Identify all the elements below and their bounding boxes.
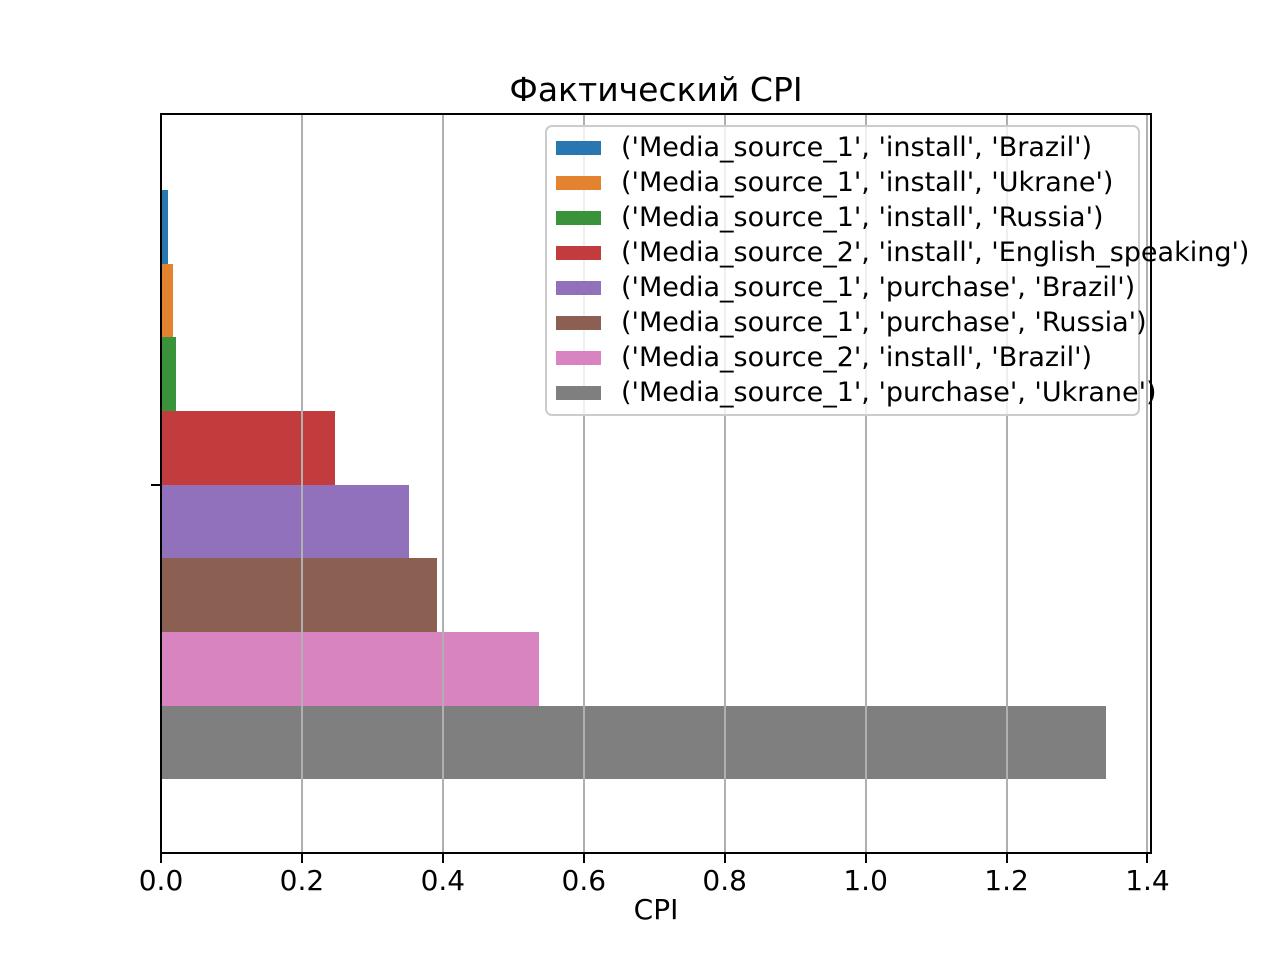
x-tick-mark-1.4 bbox=[1146, 854, 1149, 863]
legend-swatch-icon bbox=[556, 175, 601, 190]
x-tick-mark-0.0 bbox=[160, 854, 162, 863]
legend-item-1: ('Media_source_1', 'install', 'Ukrane') bbox=[547, 166, 1138, 198]
legend-item-7: ('Media_source_1', 'purchase', 'Ukrane') bbox=[547, 378, 1157, 408]
legend-item-4: ('Media_source_1', 'purchase', 'Brazil') bbox=[547, 273, 1138, 303]
x-tick-mark-0.4 bbox=[441, 854, 444, 863]
legend-label: ('Media_source_1', 'purchase', 'Brazil') bbox=[621, 272, 1136, 304]
x-axis-label: CPI bbox=[633, 893, 679, 926]
legend-label: ('Media_source_1', 'purchase', 'Ukrane') bbox=[621, 377, 1157, 409]
legend-swatch-icon bbox=[556, 386, 601, 401]
legend-item-0: ('Media_source_1', 'install', 'Brazil') bbox=[547, 131, 1138, 163]
legend-swatch-icon bbox=[556, 316, 601, 331]
legend: ('Media_source_1', 'install', 'Brazil')(… bbox=[545, 125, 1249, 416]
bar-6 bbox=[162, 631, 539, 706]
x-tick-mark-1.0 bbox=[864, 854, 867, 863]
legend-item-6: ('Media_source_2', 'install', 'Brazil') bbox=[547, 343, 1138, 373]
gridline-x-0.6 bbox=[582, 115, 585, 852]
gridline-x-1.4 bbox=[1146, 115, 1149, 852]
x-tick-label-0.6: 0.6 bbox=[561, 864, 607, 897]
legend-swatch-icon bbox=[556, 245, 601, 260]
x-tick-label-0.4: 0.4 bbox=[420, 864, 466, 897]
x-tick-label-1.4: 1.4 bbox=[1125, 864, 1170, 897]
bar-4 bbox=[162, 484, 409, 559]
legend-label: ('Media_source_1', 'install', 'Brazil') bbox=[621, 131, 1093, 163]
legend-swatch-icon bbox=[556, 140, 601, 155]
bar-5 bbox=[162, 558, 437, 632]
bar-0 bbox=[162, 190, 168, 264]
y-tick-mark bbox=[151, 483, 160, 486]
gridline-x-1.2 bbox=[1005, 115, 1008, 852]
x-tick-mark-0.2 bbox=[300, 854, 303, 863]
bar-1 bbox=[162, 263, 173, 338]
gridline-x-0.4 bbox=[441, 115, 444, 852]
bar-2 bbox=[162, 337, 177, 411]
legend-label: ('Media_source_2', 'install', 'English_s… bbox=[621, 236, 1250, 268]
gridline-x-0.8 bbox=[723, 115, 726, 852]
gridline-x-1.0 bbox=[864, 115, 867, 852]
x-tick-mark-0.8 bbox=[723, 854, 726, 863]
legend-swatch-icon bbox=[556, 210, 601, 225]
gridline-x-0.2 bbox=[300, 115, 303, 852]
x-tick-label-0.2: 0.2 bbox=[279, 864, 325, 897]
x-tick-label-0.8: 0.8 bbox=[702, 864, 747, 897]
legend-label: ('Media_source_1', 'purchase', 'Russia') bbox=[621, 307, 1147, 339]
x-tick-label-1.0: 1.0 bbox=[843, 864, 888, 897]
legend-item-5: ('Media_source_1', 'purchase', 'Russia') bbox=[547, 308, 1147, 338]
x-tick-label-0.0: 0.0 bbox=[138, 864, 184, 897]
legend-label: ('Media_source_1', 'install', 'Russia') bbox=[621, 201, 1104, 233]
legend-swatch-icon bbox=[556, 351, 601, 366]
chart-title: Фактический CPI bbox=[509, 70, 803, 109]
x-tick-mark-1.2 bbox=[1005, 854, 1008, 863]
x-tick-label-1.2: 1.2 bbox=[984, 864, 1029, 897]
x-tick-mark-0.6 bbox=[582, 854, 585, 863]
legend-item-2: ('Media_source_1', 'install', 'Russia') bbox=[547, 201, 1138, 233]
bar-7 bbox=[162, 705, 1107, 780]
bar-3 bbox=[162, 410, 335, 485]
legend-label: ('Media_source_1', 'install', 'Ukrane') bbox=[621, 166, 1114, 198]
legend-swatch-icon bbox=[556, 281, 601, 296]
legend-item-3: ('Media_source_2', 'install', 'English_s… bbox=[547, 237, 1249, 268]
legend-label: ('Media_source_2', 'install', 'Brazil') bbox=[621, 342, 1093, 374]
